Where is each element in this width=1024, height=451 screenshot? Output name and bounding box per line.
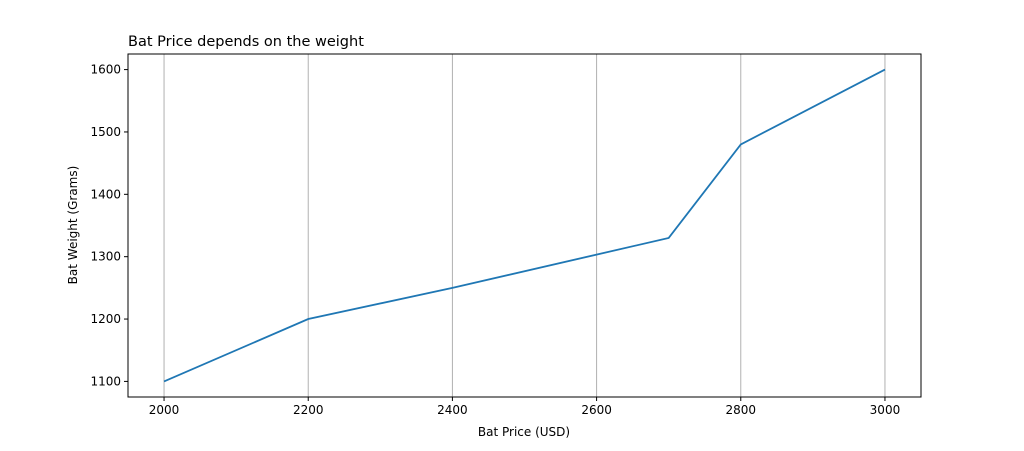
- y-axis-label: Bat Weight (Grams): [66, 166, 80, 285]
- x-tick-label: 2800: [725, 403, 756, 417]
- y-tick-label: 1500: [90, 125, 121, 139]
- plot-area: [127, 53, 922, 398]
- y-tick-label: 1100: [90, 374, 121, 388]
- x-axis-label: Bat Price (USD): [478, 425, 570, 439]
- x-tick-label: 3000: [870, 403, 901, 417]
- x-tick-label: 2000: [149, 403, 180, 417]
- y-tick-label: 1600: [90, 63, 121, 77]
- y-tick-label: 1300: [90, 250, 121, 264]
- y-tick-label: 1200: [90, 312, 121, 326]
- x-tick-label: 2400: [437, 403, 468, 417]
- series-line: [163, 68, 886, 383]
- x-tick-label: 2600: [581, 403, 612, 417]
- x-tick-label: 2200: [293, 403, 324, 417]
- chart-title: Bat Price depends on the weight: [128, 34, 364, 50]
- y-tick-label: 1400: [90, 187, 121, 201]
